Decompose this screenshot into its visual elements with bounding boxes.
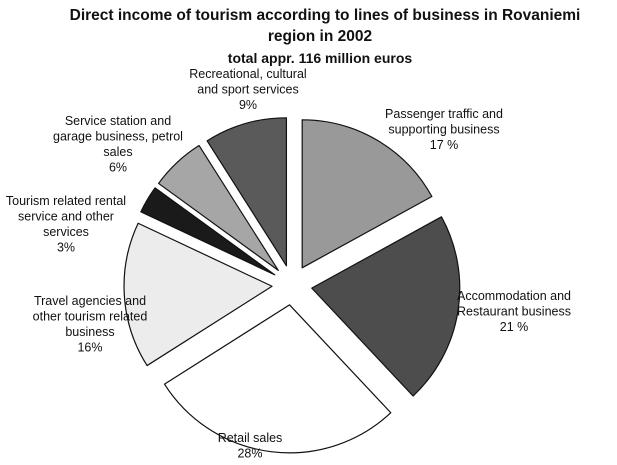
chart-title-line-1: Direct income of tourism according to li… xyxy=(69,7,581,24)
chart-subtitle: total appr. 116 million euros xyxy=(227,50,413,66)
pie-slice-travel-agencies-and xyxy=(123,222,273,367)
pie-slice-service-station-and xyxy=(157,144,279,272)
pie-slice-passenger-traffic-and xyxy=(301,119,433,269)
pie-slice-recreational-cultural-and xyxy=(206,117,288,267)
chart-title-line-2: region in 2002 xyxy=(267,28,373,45)
slice-label-accommodation-and-restaurant: Accommodation and Restaurant business 21 % xyxy=(457,289,571,334)
slice-label-tourism-related-rental: Tourism related rental service and other s… xyxy=(6,194,126,255)
slice-label-service-station-and: Service station and garage business, petr… xyxy=(53,114,183,175)
slice-labels: Passenger traffic and supporting business… xyxy=(6,67,571,461)
pie-slice-tourism-related-rental xyxy=(140,187,276,276)
slice-label-retail-sales: Retail sales 28% xyxy=(218,431,283,461)
pie-slices xyxy=(123,117,461,454)
slice-label-recreational-cultural-and: Recreational, cultural and sport services… xyxy=(189,67,306,112)
slice-label-travel-agencies-and: Travel agencies and other tourism related… xyxy=(33,294,148,355)
pie-slice-accommodation-and-restaurant xyxy=(311,216,461,397)
pie-slice-retail-sales xyxy=(163,304,392,454)
slice-label-passenger-traffic-and: Passenger traffic and supporting business… xyxy=(385,107,503,152)
